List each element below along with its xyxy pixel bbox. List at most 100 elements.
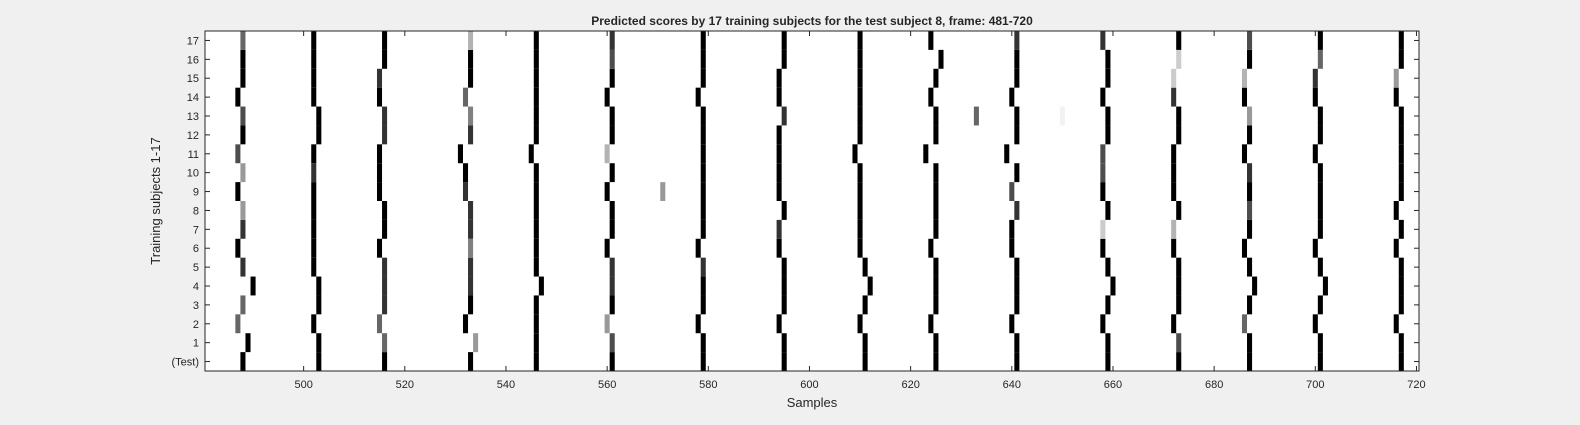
heatmap-cell <box>700 49 706 69</box>
heatmap-cell <box>1312 68 1318 88</box>
heatmap-cell <box>1105 49 1111 69</box>
heatmap-cell <box>382 295 388 315</box>
heatmap-cell <box>852 144 858 164</box>
heatmap-cell <box>1009 87 1015 107</box>
heatmap-cell <box>1171 68 1177 88</box>
heatmap-cell <box>533 219 539 239</box>
heatmap-cell <box>781 295 787 315</box>
heatmap-cell <box>316 276 322 296</box>
heatmap-cell <box>609 333 615 353</box>
heatmap-cell <box>857 219 863 239</box>
heatmap-cell <box>533 87 539 107</box>
heatmap-cell <box>1176 276 1182 296</box>
heatmap-cell <box>1241 238 1248 258</box>
heatmap-cell <box>538 276 544 296</box>
heatmap-cell <box>857 31 863 50</box>
heatmap-cell <box>1398 276 1404 296</box>
x-tick-label: 560 <box>598 379 616 391</box>
heatmap-cell <box>604 87 610 107</box>
heatmap-cell <box>1105 352 1111 371</box>
heatmap-cell <box>609 31 615 50</box>
heatmap-cell <box>468 201 474 220</box>
heatmap-cell <box>781 257 787 277</box>
heatmap-cell <box>533 333 539 353</box>
heatmap-cell <box>316 106 322 126</box>
heatmap-cell <box>468 49 474 69</box>
heatmap-cell <box>1105 295 1111 315</box>
heatmap-cell <box>382 201 388 220</box>
heatmap-cell <box>933 219 939 239</box>
heatmap-cell <box>857 87 863 107</box>
heatmap-cell <box>311 87 317 107</box>
heatmap-cell <box>862 333 868 353</box>
heatmap-cell <box>376 87 383 107</box>
heatmap-cell <box>468 238 474 258</box>
y-tick-label: 11 <box>188 149 199 161</box>
heatmap-cell <box>781 49 787 69</box>
heatmap-cell <box>1247 31 1253 50</box>
heatmap-cell <box>1241 68 1248 88</box>
heatmap-cell <box>857 201 863 220</box>
heatmap-cell <box>1322 276 1328 296</box>
heatmap-cell <box>1014 333 1020 353</box>
heatmap-cell <box>781 276 787 296</box>
x-tick-label: 660 <box>1104 379 1122 391</box>
heatmap-cell <box>776 163 782 183</box>
heatmap-cell <box>609 49 615 69</box>
y-tick-label: 1 <box>193 338 199 350</box>
heatmap-cell <box>240 163 246 183</box>
heatmap-cell <box>1247 333 1253 353</box>
x-tick-label: 720 <box>1407 379 1425 391</box>
x-axis-label: Samples <box>787 395 838 410</box>
heatmap-cell <box>776 219 782 239</box>
heatmap-cell <box>1247 352 1253 371</box>
heatmap-cell <box>235 87 241 107</box>
y-tick-label: 16 <box>187 54 199 66</box>
heatmap-cell <box>533 49 539 69</box>
heatmap-cell <box>473 333 479 353</box>
x-tick-label: 620 <box>901 379 919 391</box>
heatmap-cell <box>1176 333 1182 353</box>
heatmap-cell <box>700 219 706 239</box>
heatmap-cell <box>1105 125 1111 145</box>
heatmap-cell <box>376 238 383 258</box>
heatmap-cell <box>311 219 317 239</box>
heatmap-cell <box>1317 257 1323 277</box>
y-tick-label: 8 <box>193 205 199 217</box>
heatmap-cell <box>240 257 246 277</box>
heatmap-cell <box>862 295 868 315</box>
heatmap-cell <box>376 314 383 334</box>
heatmap-cell <box>1398 257 1404 277</box>
heatmap-cell <box>316 352 322 371</box>
heatmap-cell <box>468 219 474 239</box>
heatmap-cell <box>857 125 863 145</box>
y-tick-label: 7 <box>193 224 199 236</box>
axes-box <box>204 30 1420 372</box>
chart-title: Predicted scores by 17 training subjects… <box>591 14 1033 28</box>
heatmap-cell <box>1171 219 1177 239</box>
heatmap-cell <box>700 333 706 353</box>
heatmap-cell <box>933 182 939 201</box>
heatmap-cell <box>938 49 944 69</box>
heatmap-cell <box>700 106 706 126</box>
heatmap-cell <box>933 257 939 277</box>
heatmap-cell <box>857 314 863 334</box>
x-tick-label: 700 <box>1306 379 1324 391</box>
heatmap-cell <box>1312 314 1318 334</box>
x-tick-label: 520 <box>396 379 414 391</box>
heatmap-cell <box>1014 257 1020 277</box>
heatmap-cell <box>1171 182 1177 201</box>
heatmap-cell <box>462 87 469 107</box>
heatmap-cell <box>533 352 539 371</box>
heatmap-cell <box>311 49 317 69</box>
heatmap-cell <box>1247 182 1253 201</box>
heatmap-cell <box>933 125 939 145</box>
heatmap-cell <box>1398 219 1404 239</box>
heatmap-cell <box>776 182 782 201</box>
heatmap-cell <box>857 163 863 183</box>
heatmap-cell <box>1176 125 1182 145</box>
heatmap-cell <box>857 68 863 88</box>
heatmap-cell <box>1317 295 1323 315</box>
heatmap-cell <box>1247 106 1253 126</box>
heatmap-cell <box>382 276 388 296</box>
